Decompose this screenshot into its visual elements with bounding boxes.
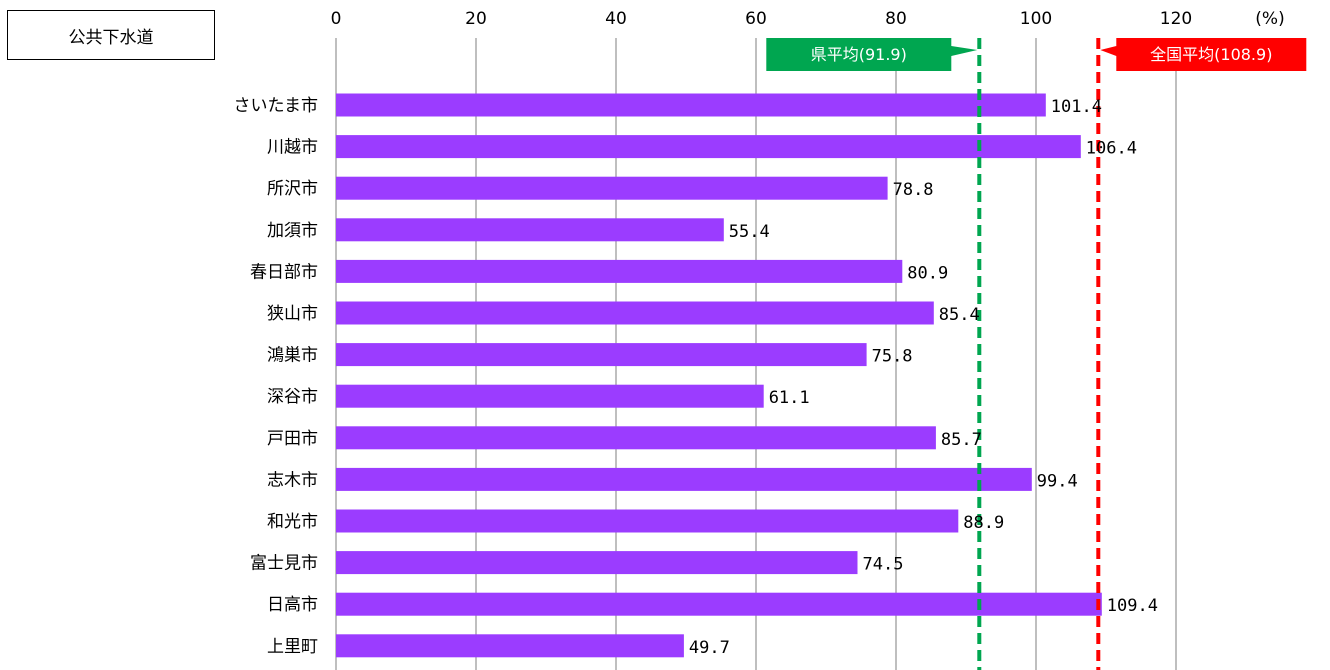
value-label: 61.1 xyxy=(769,388,810,408)
reference-line-layer: 県平均(91.9) 全国平均(108.9) xyxy=(766,38,1307,670)
x-tick-label: 40 xyxy=(605,9,627,29)
category-label: 狭山市 xyxy=(267,304,318,324)
category-label: 春日部市 xyxy=(250,262,318,282)
category-label: 加須市 xyxy=(267,221,318,241)
value-label: 55.4 xyxy=(729,222,770,242)
x-tick-label: 60 xyxy=(745,9,767,29)
x-tick-label: 120 xyxy=(1160,9,1192,29)
chart-title-box: 公共下水道 xyxy=(7,10,215,60)
label-layer: 0 20 40 60 80 100 120 さいたま市 101.4 川越市 106.4 所沢市 78.8… xyxy=(234,9,1193,658)
value-label: 106.4 xyxy=(1086,139,1137,159)
category-label: 富士見市 xyxy=(250,554,318,574)
bar xyxy=(336,176,888,200)
bar xyxy=(336,509,959,533)
bar-layer xyxy=(336,93,1102,658)
bar xyxy=(336,218,724,242)
unit-label: (%) xyxy=(1255,9,1284,29)
bar xyxy=(336,259,903,283)
callout-box xyxy=(766,38,978,71)
category-label: 日高市 xyxy=(267,595,318,615)
bar xyxy=(336,467,1032,491)
callout-label: 県平均(91.9) xyxy=(811,45,907,64)
callout-label: 全国平均(108.9) xyxy=(1150,45,1272,64)
value-label: 74.5 xyxy=(863,555,904,575)
x-tick-label: 20 xyxy=(465,9,487,29)
value-label: 80.9 xyxy=(907,263,948,283)
category-label: 志木市 xyxy=(267,470,318,490)
x-tick-label: 80 xyxy=(885,9,907,29)
category-label: さいたま市 xyxy=(234,96,319,116)
category-label: 川越市 xyxy=(267,138,318,158)
category-label: 深谷市 xyxy=(267,387,318,407)
value-label: 75.8 xyxy=(872,347,913,367)
bar xyxy=(336,592,1102,616)
bar xyxy=(336,551,858,575)
value-label: 88.9 xyxy=(963,513,1004,533)
bar xyxy=(336,93,1046,117)
category-label: 和光市 xyxy=(267,512,318,532)
bar xyxy=(336,135,1081,159)
chart-title: 公共下水道 xyxy=(68,27,154,48)
value-label: 49.7 xyxy=(689,638,730,658)
category-label: 上里町 xyxy=(267,637,318,657)
x-tick-label: 0 xyxy=(331,9,342,29)
category-label: 戸田市 xyxy=(267,429,318,449)
value-label: 78.8 xyxy=(893,180,934,200)
x-tick-label: 100 xyxy=(1020,9,1052,29)
value-label: 99.4 xyxy=(1037,471,1078,491)
value-label: 85.7 xyxy=(941,430,982,450)
reference-callout: 全国平均(108.9) xyxy=(1100,38,1307,71)
value-label: 109.4 xyxy=(1107,596,1158,616)
reference-callout: 県平均(91.9) xyxy=(766,38,978,71)
bar xyxy=(336,384,764,408)
category-label: 所沢市 xyxy=(267,179,318,199)
bar xyxy=(336,343,867,367)
bar xyxy=(336,634,684,658)
callout-box xyxy=(1100,38,1307,71)
bar xyxy=(336,426,936,450)
category-label: 鴻巣市 xyxy=(267,346,318,366)
bar xyxy=(336,301,934,325)
value-label: 101.4 xyxy=(1051,97,1102,117)
value-label: 85.4 xyxy=(939,305,980,325)
